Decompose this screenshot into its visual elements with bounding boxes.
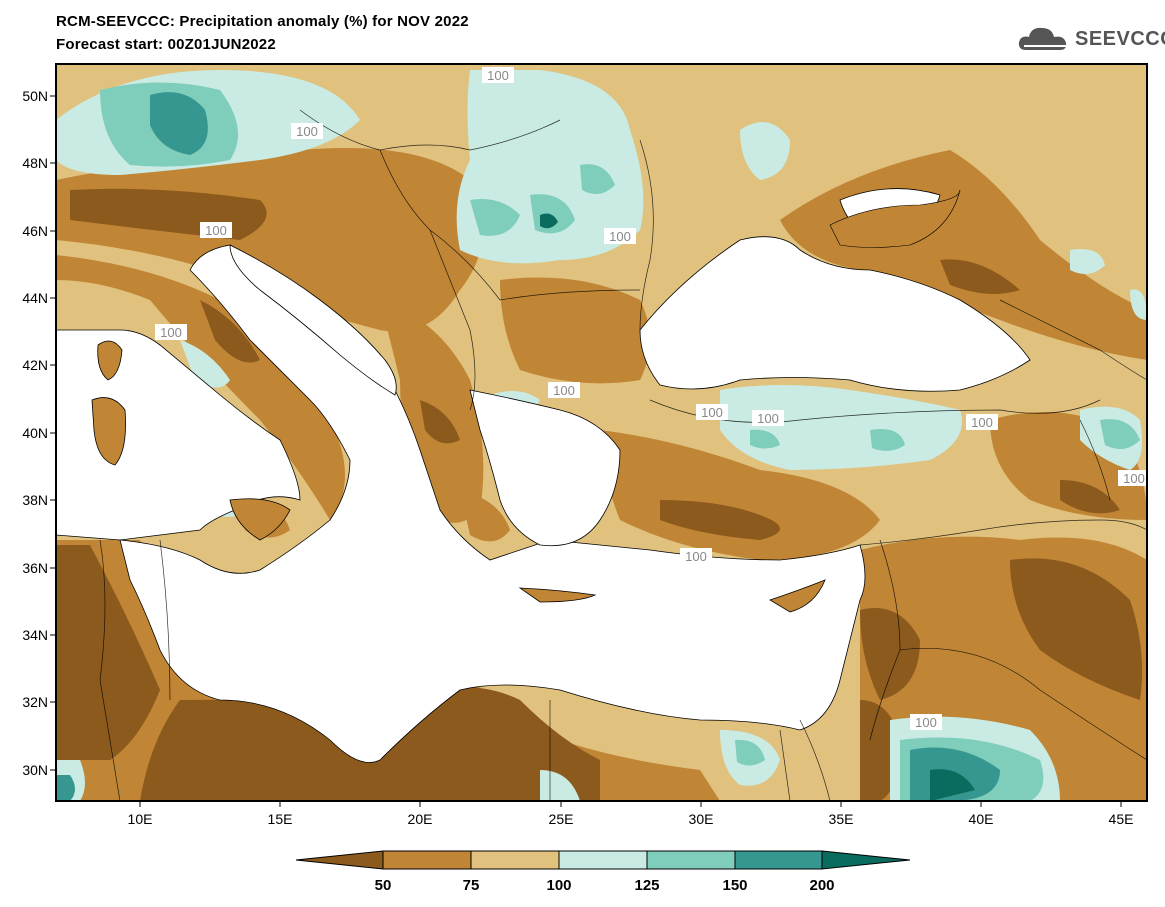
lat-label: 50N	[22, 88, 48, 104]
sea-mask	[56, 188, 1031, 763]
lon-label: 45E	[1109, 811, 1134, 827]
colorbar-tick: 150	[722, 877, 747, 894]
colorbar-segment	[470, 850, 560, 870]
contour-labels: 100 100 100 100 100 100 100 100 100 100 …	[155, 67, 1147, 730]
contour-label: 100	[291, 123, 323, 139]
colorbar-segment	[734, 850, 823, 870]
svg-text:100: 100	[757, 411, 779, 426]
colorbar-segment	[382, 850, 472, 870]
colorbar-segment	[646, 850, 736, 870]
map-frame	[55, 63, 1148, 802]
colorbar-tick: 125	[634, 877, 659, 894]
svg-text:100: 100	[915, 715, 937, 730]
country-borders	[99, 109, 1147, 801]
lat-label: 38N	[22, 492, 48, 508]
lat-label: 32N	[22, 694, 48, 710]
contour-label: 100	[1118, 470, 1147, 486]
lat-label: 42N	[22, 357, 48, 373]
colorbar-tick: 200	[809, 877, 834, 894]
svg-text:100: 100	[701, 405, 723, 420]
svg-text:100: 100	[553, 383, 575, 398]
lon-label: 35E	[829, 811, 854, 827]
lat-label: 44N	[22, 290, 48, 306]
svg-text:100: 100	[160, 325, 182, 340]
contour-label: 100	[482, 67, 514, 83]
lat-label: 48N	[22, 155, 48, 171]
contour-label: 100	[548, 382, 580, 398]
lon-label: 40E	[969, 811, 994, 827]
forecast-start-label: Forecast start: 00Z01JUN2022	[56, 36, 276, 53]
seevccc-logo: SEEVCCC	[1016, 22, 1165, 56]
contour-label: 100	[680, 548, 712, 564]
contour-label: 100	[155, 324, 187, 340]
chart-title: RCM-SEEVCCC: Precipitation anomaly (%) f…	[56, 13, 469, 30]
contour-label: 100	[604, 228, 636, 244]
svg-text:100: 100	[205, 223, 227, 238]
lat-label: 30N	[22, 762, 48, 778]
svg-text:100: 100	[487, 68, 509, 83]
colorbar-labels: 50 75 100 125 150 200	[375, 877, 835, 894]
svg-text:100: 100	[296, 124, 318, 139]
lat-label: 36N	[22, 560, 48, 576]
contour-label: 100	[966, 414, 998, 430]
colorbar-segment	[295, 850, 384, 870]
lon-label: 30E	[689, 811, 714, 827]
extreme-wet-regions	[540, 213, 975, 801]
svg-text:100: 100	[685, 549, 707, 564]
cloud-icon	[1018, 27, 1067, 50]
lon-label: 20E	[408, 811, 433, 827]
lon-label: 25E	[549, 811, 574, 827]
lat-label: 46N	[22, 223, 48, 239]
contour-label: 100	[200, 222, 232, 238]
svg-text:100: 100	[971, 415, 993, 430]
lat-label: 34N	[22, 627, 48, 643]
lon-label: 10E	[128, 811, 153, 827]
lon-axis: 10E 15E 20E 25E 30E 35E 40E 45E	[128, 811, 1134, 827]
colorbar-segment	[821, 850, 911, 870]
contour-label: 100	[696, 404, 728, 420]
islands	[91, 340, 826, 613]
contour-label: 100	[752, 410, 784, 426]
lon-label: 15E	[268, 811, 293, 827]
svg-text:100: 100	[609, 229, 631, 244]
contour-label: 100	[910, 714, 942, 730]
lat-label: 40N	[22, 425, 48, 441]
colorbar-tick: 75	[463, 877, 480, 894]
lat-axis: 50N 48N 46N 44N 42N 40N 38N 36N 34N 32N …	[22, 88, 48, 778]
colorbar-tick: 100	[546, 877, 571, 894]
colorbar-segment	[558, 850, 648, 870]
colorbar-tick: 50	[375, 877, 392, 894]
colorbar	[295, 850, 911, 870]
svg-text:100: 100	[1123, 471, 1145, 486]
